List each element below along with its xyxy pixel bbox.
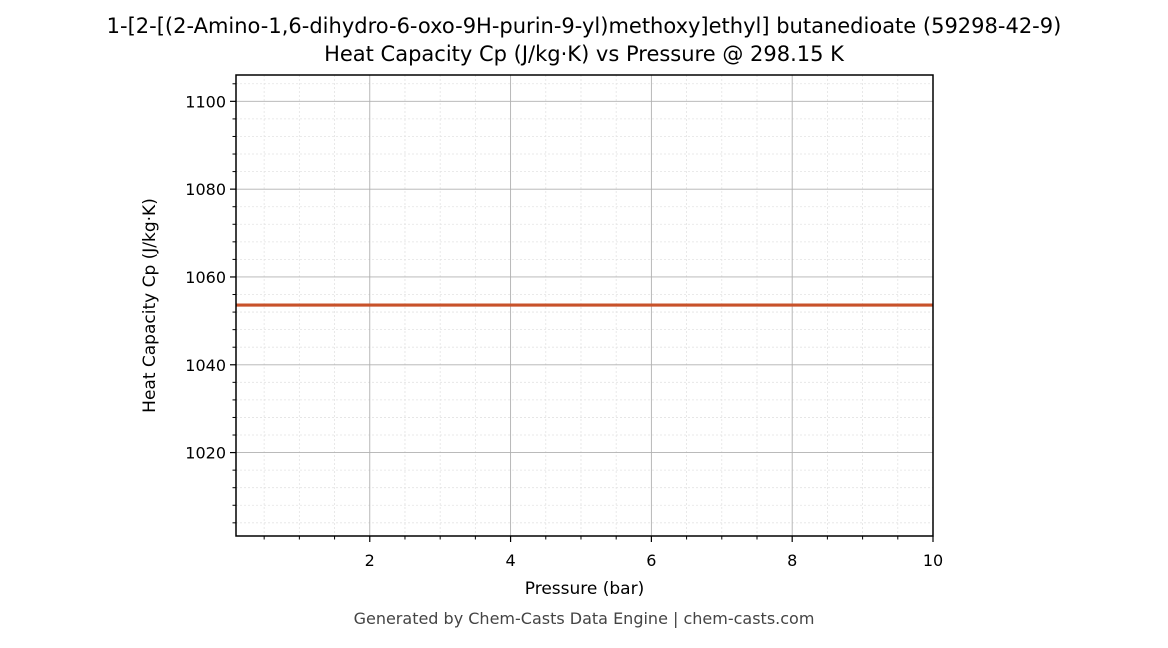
footer-credit: Generated by Chem-Casts Data Engine | ch… — [354, 609, 815, 628]
y-tick-label: 1100 — [185, 92, 226, 111]
x-tick-label: 10 — [923, 551, 943, 570]
minor-grid — [236, 75, 933, 536]
y-tick-label: 1060 — [185, 268, 226, 287]
y-axis-label: Heat Capacity Cp (J/kg·K) — [140, 198, 160, 413]
plot-frame — [235, 74, 934, 537]
y-tick-label: 1040 — [185, 356, 226, 375]
x-tick-label: 4 — [505, 551, 515, 570]
x-tick-label: 2 — [365, 551, 375, 570]
y-tick-label: 1080 — [185, 180, 226, 199]
chart-subtitle: Heat Capacity Cp (J/kg·K) vs Pressure @ … — [324, 42, 845, 66]
x-tick-label: 8 — [787, 551, 797, 570]
x-axis-label: Pressure (bar) — [525, 579, 644, 599]
ticks-layer: 2 4 6 8 10 1020 1040 1060 1080 1100 — [185, 83, 943, 570]
x-tick-label: 6 — [646, 551, 656, 570]
y-tick-label: 1020 — [185, 444, 226, 463]
chart-title: 1-[2-[(2-Amino-1,6-dihydro-6-oxo-9H-puri… — [107, 14, 1062, 38]
